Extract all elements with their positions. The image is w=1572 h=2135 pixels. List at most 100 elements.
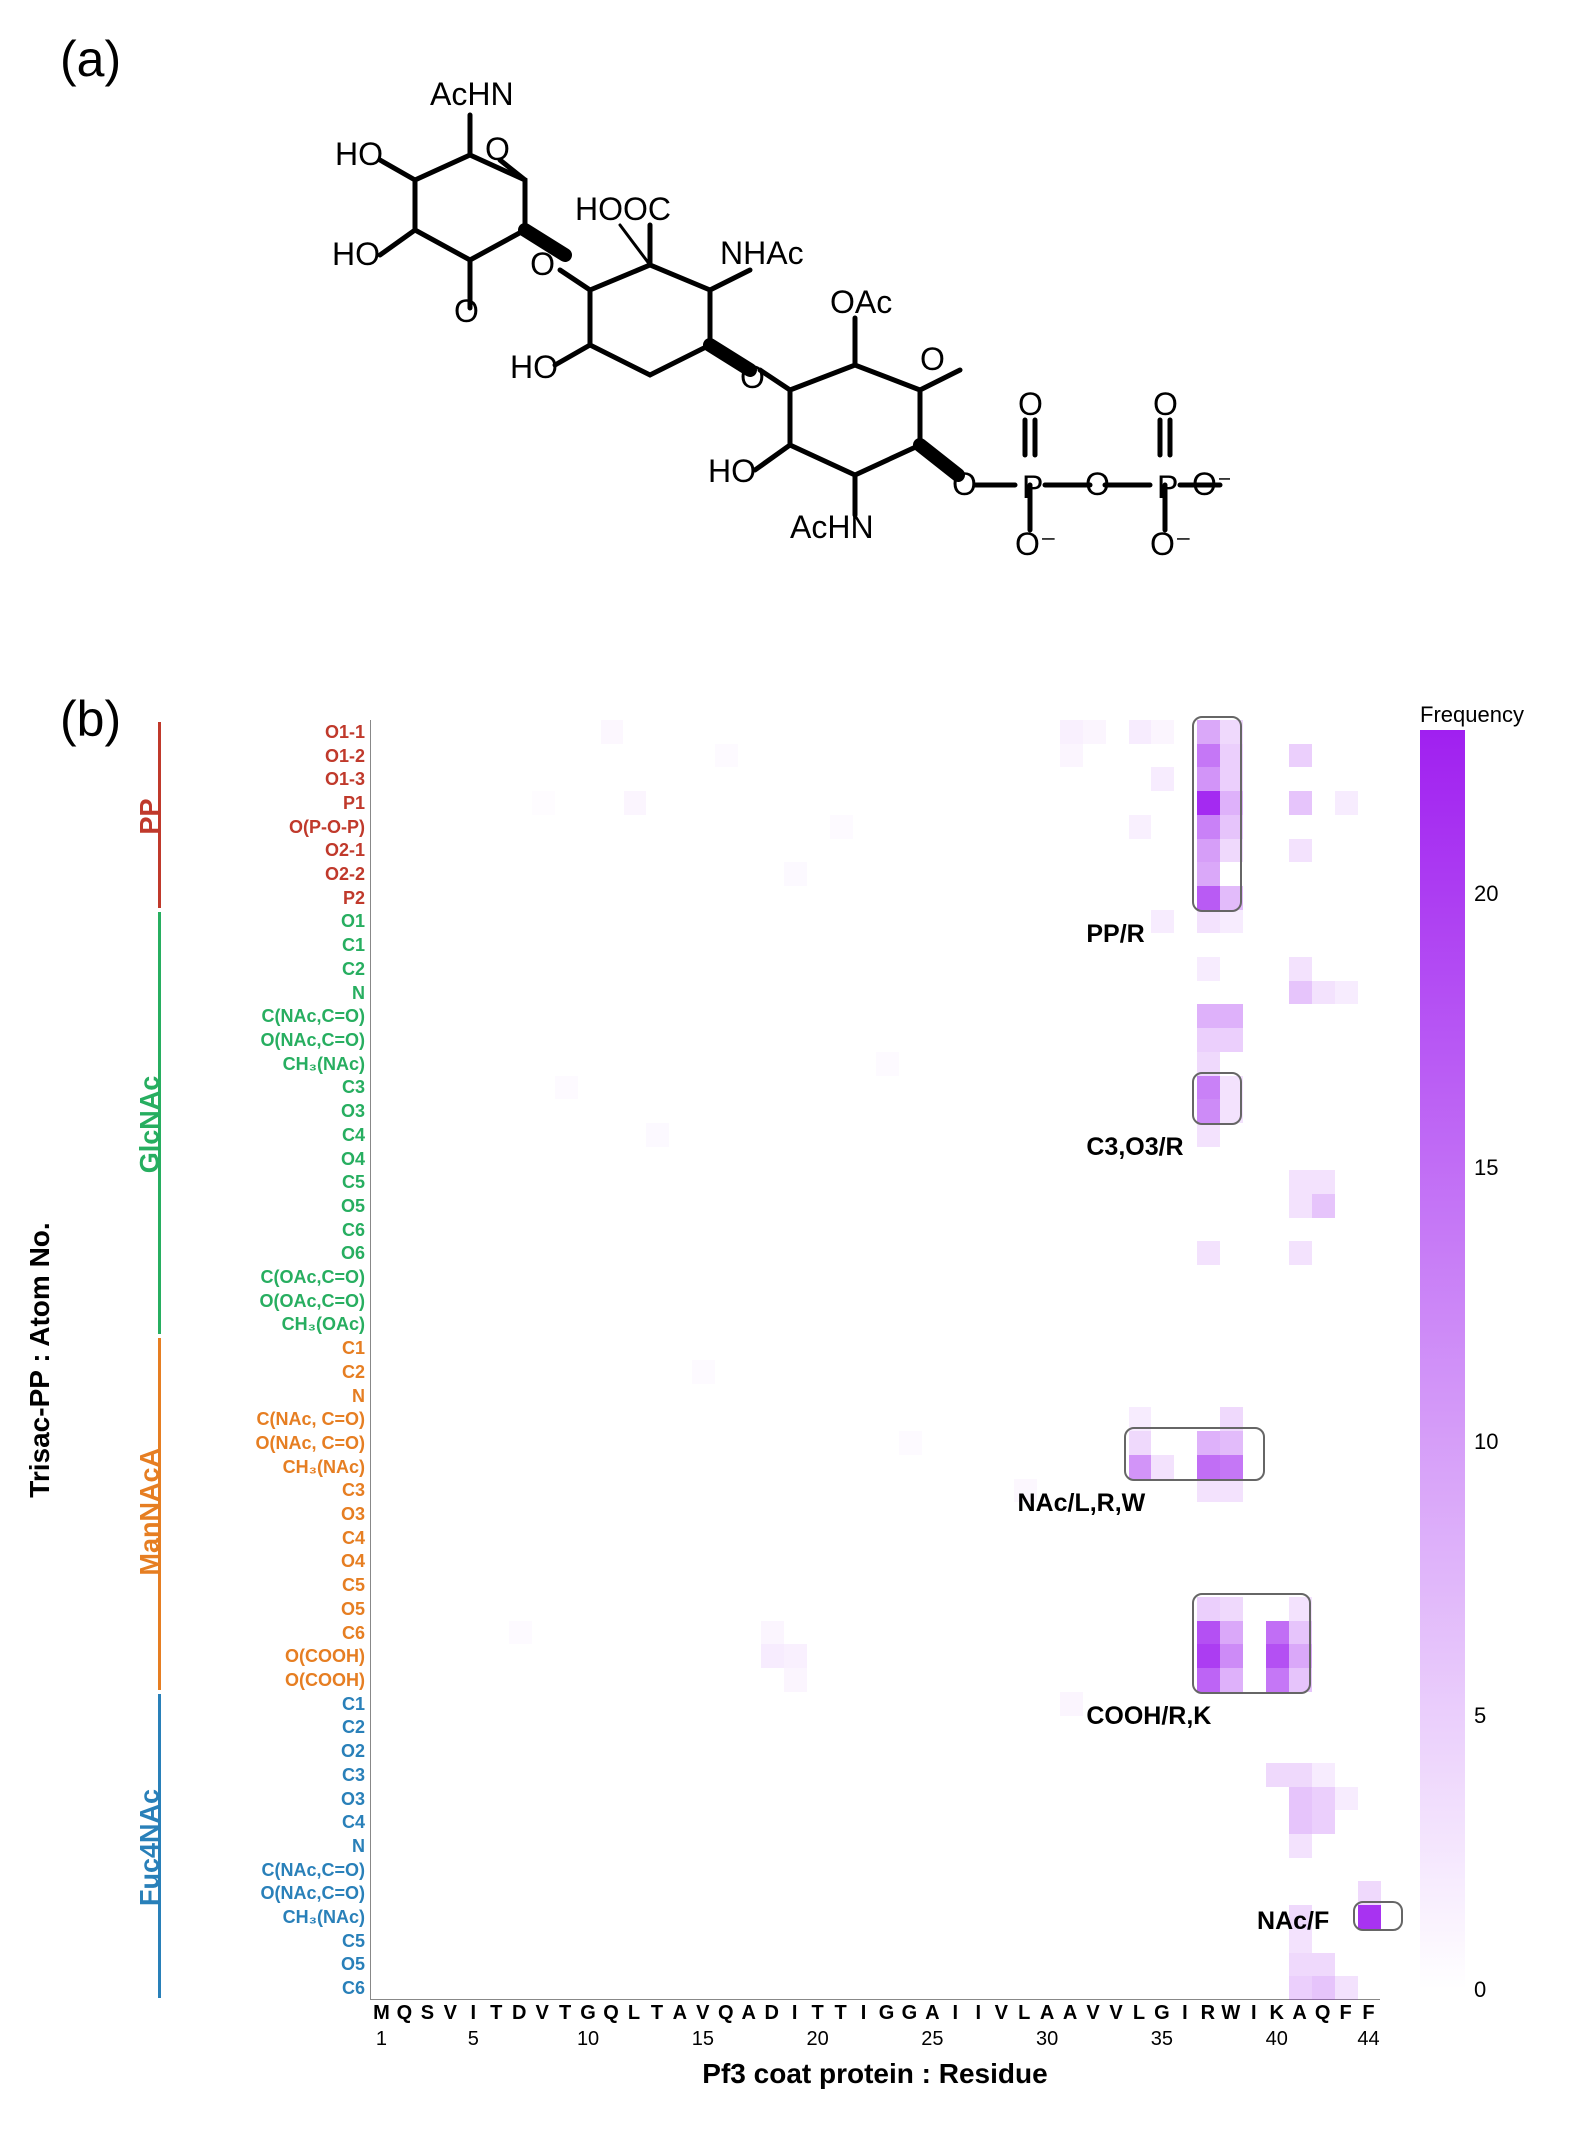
chem-text: O [740,359,765,395]
y-tick-label: O(COOH) [285,1671,365,1689]
x-tick-label: R [1201,2002,1215,2025]
x-tick-label: T [834,2002,846,2025]
x-tick-label: G [580,2002,596,2025]
callout-label: NAc/L,R,W [1018,1489,1146,1518]
callout-box [1192,1072,1242,1125]
colorbar-tick: 20 [1474,881,1498,907]
y-tick-label: C(NAc, C=O) [256,1410,365,1428]
chem-text: O [952,466,977,502]
y-tick-label: O4 [341,1150,365,1168]
chem-text: O⁻ [1150,526,1192,562]
x-tick-label: V [1109,2002,1122,2025]
y-tick-label: C5 [342,1173,365,1191]
chem-text: HO [335,136,383,172]
y-tick-label: O5 [341,1955,365,1973]
y-tick-label: CH₃(NAc) [283,1458,365,1476]
chem-text: P [1022,469,1043,505]
chem-text: HO [708,453,756,489]
heatmap-panel: Trisac-PP : Atom No. PPGlcNAcManNAcAFuc4… [140,700,1540,2100]
x-tick-label: T [651,2002,663,2025]
x-tick-label: A [1063,2002,1077,2025]
chem-text: O⁻ [1192,466,1230,502]
x-tick-label: V [995,2002,1008,2025]
x-tick-label: Q [718,2002,734,2025]
x-tick-label: W [1221,2002,1240,2025]
y-tick-label: C(NAc,C=O) [261,1007,365,1025]
y-tick-label: O(OAc,C=O) [259,1292,365,1310]
x-tick-number: 5 [468,2028,479,2051]
callout-box [1124,1427,1266,1480]
y-tick-label: O2-2 [325,865,365,883]
x-tick-label: V [1086,2002,1099,2025]
chem-text: O [1085,466,1110,502]
callout-label: NAc/F [1257,1907,1329,1936]
chem-text: NHAc [720,235,804,271]
x-tick-number: 44 [1357,2028,1379,2051]
x-tick-label: T [490,2002,502,2025]
x-tick-label: K [1269,2002,1283,2025]
x-tick-label: I [953,2002,959,2025]
colorbar-tick: 5 [1474,1703,1486,1729]
y-tick-label: O2-1 [325,841,365,859]
y-tick-label: N [352,984,365,1002]
x-tick-number: 20 [806,2028,828,2051]
y-tick-label: C(NAc,C=O) [261,1861,365,1879]
y-tick-label: C3 [342,1766,365,1784]
x-tick-label: A [742,2002,756,2025]
y-tick-label: O(NAc,C=O) [260,1884,365,1902]
y-tick-label: CH₃(OAc) [282,1315,365,1333]
y-tick-label: C2 [342,960,365,978]
panel-a-label: (a) [60,30,121,88]
y-tick-label: C3 [342,1078,365,1096]
y-tick-label: N [352,1837,365,1855]
chem-text: HO [332,236,380,272]
chem-text: OAc [830,284,892,320]
y-tick-label: C4 [342,1529,365,1547]
chem-text: HOOC [575,191,671,227]
y-tick-label: C6 [342,1979,365,1997]
x-tick-label: M [373,2002,390,2025]
y-tick-label: C4 [342,1126,365,1144]
x-tick-label: V [696,2002,709,2025]
y-tick-label: C1 [342,1695,365,1713]
x-tick-label: Q [603,2002,619,2025]
x-tick-label: I [976,2002,982,2025]
y-tick-label: C4 [342,1813,365,1831]
chem-text: O [454,293,479,329]
chem-text: O [1018,386,1043,422]
y-axis-title: Trisac-PP : Atom No. [40,720,80,2000]
x-tick-number: 15 [692,2028,714,2051]
y-tick-label: C5 [342,1932,365,1950]
y-tick-label: O(P-O-P) [289,818,365,836]
y-tick-label: C(OAc,C=O) [260,1268,365,1286]
x-tick-label: T [559,2002,571,2025]
x-tick-label: A [673,2002,687,2025]
y-tick-label: O5 [341,1197,365,1215]
callout-layer: PP/RC3,O3/RNAc/L,R,WCOOH/R,KNAc/F [370,720,1380,2000]
y-tick-label: O1-1 [325,723,365,741]
x-tick-label: L [1018,2002,1030,2025]
y-tick-label: O4 [341,1552,365,1570]
chem-text: O [485,131,510,167]
x-tick-number: 1 [376,2028,387,2051]
x-tick-label: Q [397,2002,413,2025]
callout-box [1192,1593,1311,1694]
chem-text: AcHN [430,76,514,112]
callout-box [1192,716,1242,912]
y-tick-label: C6 [342,1221,365,1239]
y-tick-label: O1 [341,912,365,930]
chem-text: O [1153,386,1178,422]
x-tick-number: 40 [1266,2028,1288,2051]
y-tick-label: O5 [341,1600,365,1618]
y-tick-labels: O1-1O1-2O1-3P1O(P-O-P)O2-1O2-2P2O1C1C2NC… [140,720,365,2000]
x-tick-label: L [1133,2002,1145,2025]
x-tick-number: 35 [1151,2028,1173,2051]
y-tick-label: O2 [341,1742,365,1760]
x-tick-label: G [1154,2002,1170,2025]
y-tick-label: C2 [342,1363,365,1381]
y-tick-label: C5 [342,1576,365,1594]
x-tick-label: A [1040,2002,1054,2025]
chemical-structure: AcHN HO HO O O HOOC NHAc HO O O OAc O HO… [280,60,1230,640]
colorbar-tick: 15 [1474,1155,1498,1181]
y-tick-label: O(NAc,C=O) [260,1031,365,1049]
